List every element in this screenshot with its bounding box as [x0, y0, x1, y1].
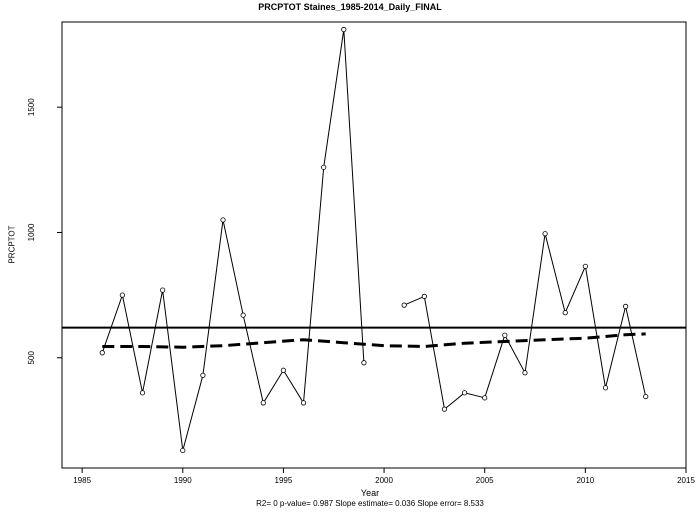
data-point — [502, 332, 508, 338]
x-tick-label: 1985 — [73, 476, 91, 485]
data-point — [119, 292, 125, 298]
data-point — [401, 302, 407, 308]
data-point — [361, 360, 367, 366]
chart-title: PRCPTOT Staines_1985-2014_Daily_FINAL — [258, 2, 442, 12]
series-line — [404, 233, 647, 411]
data-point — [300, 400, 307, 406]
x-tick-label: 2015 — [677, 476, 695, 485]
data-point — [562, 310, 568, 316]
regression-stats: R2= 0 p-value= 0.987 Slope estimate= 0.0… — [256, 499, 484, 508]
data-point — [240, 312, 246, 318]
plot-frame — [61, 21, 687, 469]
y-axis-label: PRCPTOT — [7, 225, 17, 264]
x-tick-label: 2005 — [476, 476, 494, 485]
axes: 1985 1990 1995 2000 2005 2010 2015 500 1000 1500 — [27, 98, 695, 485]
data-point — [180, 447, 186, 454]
data-point — [522, 370, 528, 376]
series-line — [101, 29, 365, 451]
data-point — [643, 393, 649, 400]
data-point — [341, 26, 347, 33]
data-point — [461, 390, 468, 396]
x-tick-label: 2010 — [576, 476, 594, 485]
y-tick-label: 1000 — [27, 223, 36, 241]
y-tick-label: 1500 — [27, 98, 36, 116]
data-point — [200, 372, 206, 378]
data-point — [623, 303, 629, 309]
data-point — [321, 164, 327, 170]
x-axis-label: Year — [360, 488, 380, 498]
data-point — [542, 231, 548, 237]
x-tick-label: 1990 — [174, 476, 192, 485]
x-tick-label: 1995 — [275, 476, 293, 485]
trend-line — [102, 332, 646, 349]
data-point — [260, 400, 266, 406]
data-point — [139, 390, 146, 396]
data-point — [160, 287, 166, 293]
data-point — [220, 217, 226, 223]
data-point — [582, 263, 588, 269]
chart-marks — [62, 26, 686, 454]
data-point — [99, 350, 105, 356]
y-tick-label: 500 — [27, 351, 36, 365]
data-point — [421, 293, 427, 299]
x-tick-label: 2000 — [375, 476, 393, 485]
data-point — [280, 367, 287, 373]
data-point — [441, 406, 448, 412]
data-point — [602, 385, 609, 391]
data-point — [482, 395, 488, 401]
